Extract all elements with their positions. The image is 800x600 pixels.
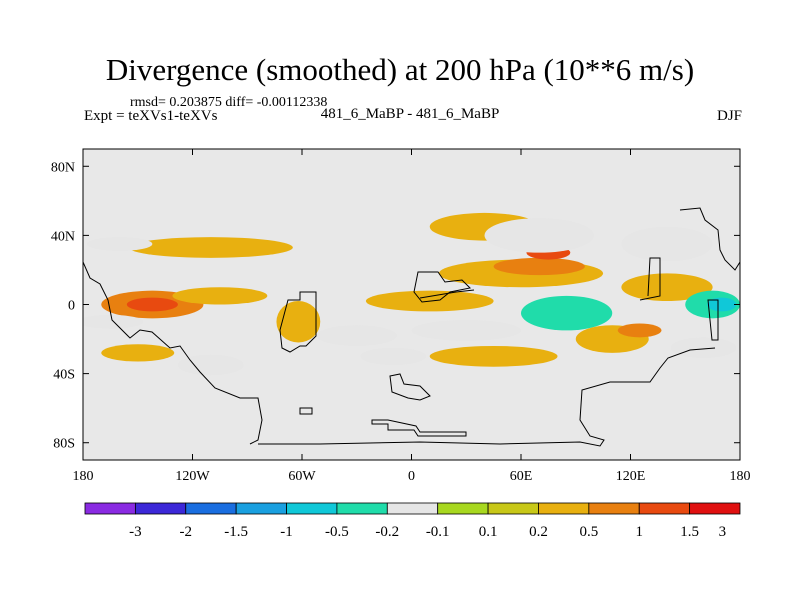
colorbar-box-10: [589, 503, 639, 514]
y-tick-label-4: 80S: [53, 437, 75, 452]
colorbar-box-6: [387, 503, 437, 514]
y-tick-label-0: 80N: [51, 160, 75, 175]
colorbar-label-5: -0.2: [375, 524, 399, 540]
colorbar-label-1: -2: [180, 524, 193, 540]
colorbar-label-4: -0.5: [325, 524, 349, 540]
contour-region-1: [127, 298, 178, 312]
contour-region-3: [101, 344, 174, 361]
contour-region-15: [494, 258, 585, 275]
contour-region-13: [430, 346, 558, 367]
contour-region-25: [618, 324, 662, 338]
x-tick-label-0: 180: [73, 469, 94, 484]
y-tick-label-3: 40S: [53, 368, 75, 383]
contour-region-4: [78, 315, 144, 329]
colorbar-label-0: -3: [129, 524, 142, 540]
colorbar-box-4: [287, 503, 337, 514]
contour-region-7: [87, 237, 153, 251]
colorbar-label-10: 1: [635, 524, 643, 540]
colorbar-label-7: 0.1: [479, 524, 498, 540]
x-tick-label-3: 0: [408, 469, 415, 484]
colorbar-box-5: [337, 503, 387, 514]
contour-region-8: [276, 301, 320, 342]
colorbar-label-2: -1.5: [224, 524, 248, 540]
colorbar-box-7: [438, 503, 488, 514]
x-tick-label-1: 120W: [175, 469, 210, 484]
contour-region-22: [621, 227, 712, 262]
colorbar-box-11: [639, 503, 689, 514]
contour-region-26: [671, 337, 737, 358]
colorbar-label-8: 0.2: [529, 524, 548, 540]
x-tick-label-4: 60E: [510, 469, 533, 484]
contour-region-12: [412, 320, 522, 341]
x-tick-label-2: 60W: [288, 469, 316, 484]
colorbar: -3 -2 -1.5 -1 -0.5 -0.2 -0.1 0.1 0.2 0.5 1 1.5 3: [85, 503, 740, 540]
x-tick-label-5: 120E: [616, 469, 646, 484]
colorbar-label-3: -1: [280, 524, 293, 540]
divergence-map: 180 120W 60W 0 60E 120E 18080N40N040S80S -3 -2-…: [0, 0, 800, 600]
x-tick-label-6: 180: [730, 469, 751, 484]
colorbar-box-1: [135, 503, 185, 514]
colorbar-box-9: [538, 503, 588, 514]
contour-region-9: [317, 325, 397, 346]
colorbar-label-12: 3: [719, 524, 727, 540]
y-tick-label-2: 0: [68, 299, 75, 314]
contour-region-18: [485, 218, 595, 253]
colorbar-label-11: 1.5: [680, 524, 699, 540]
colorbar-box-0: [85, 503, 135, 514]
colorbar-box-3: [236, 503, 286, 514]
colorbar-label-9: 0.5: [579, 524, 598, 540]
colorbar-box-8: [488, 503, 538, 514]
colorbar-label-6: -0.1: [426, 524, 450, 540]
colorbar-box-12: [690, 503, 740, 514]
colorbar-box-2: [186, 503, 236, 514]
y-tick-label-1: 40N: [51, 229, 75, 244]
contour-region-10: [360, 348, 426, 365]
contour-region-19: [521, 296, 612, 331]
contour-region-2: [172, 287, 267, 304]
contour-region-6: [129, 237, 293, 258]
